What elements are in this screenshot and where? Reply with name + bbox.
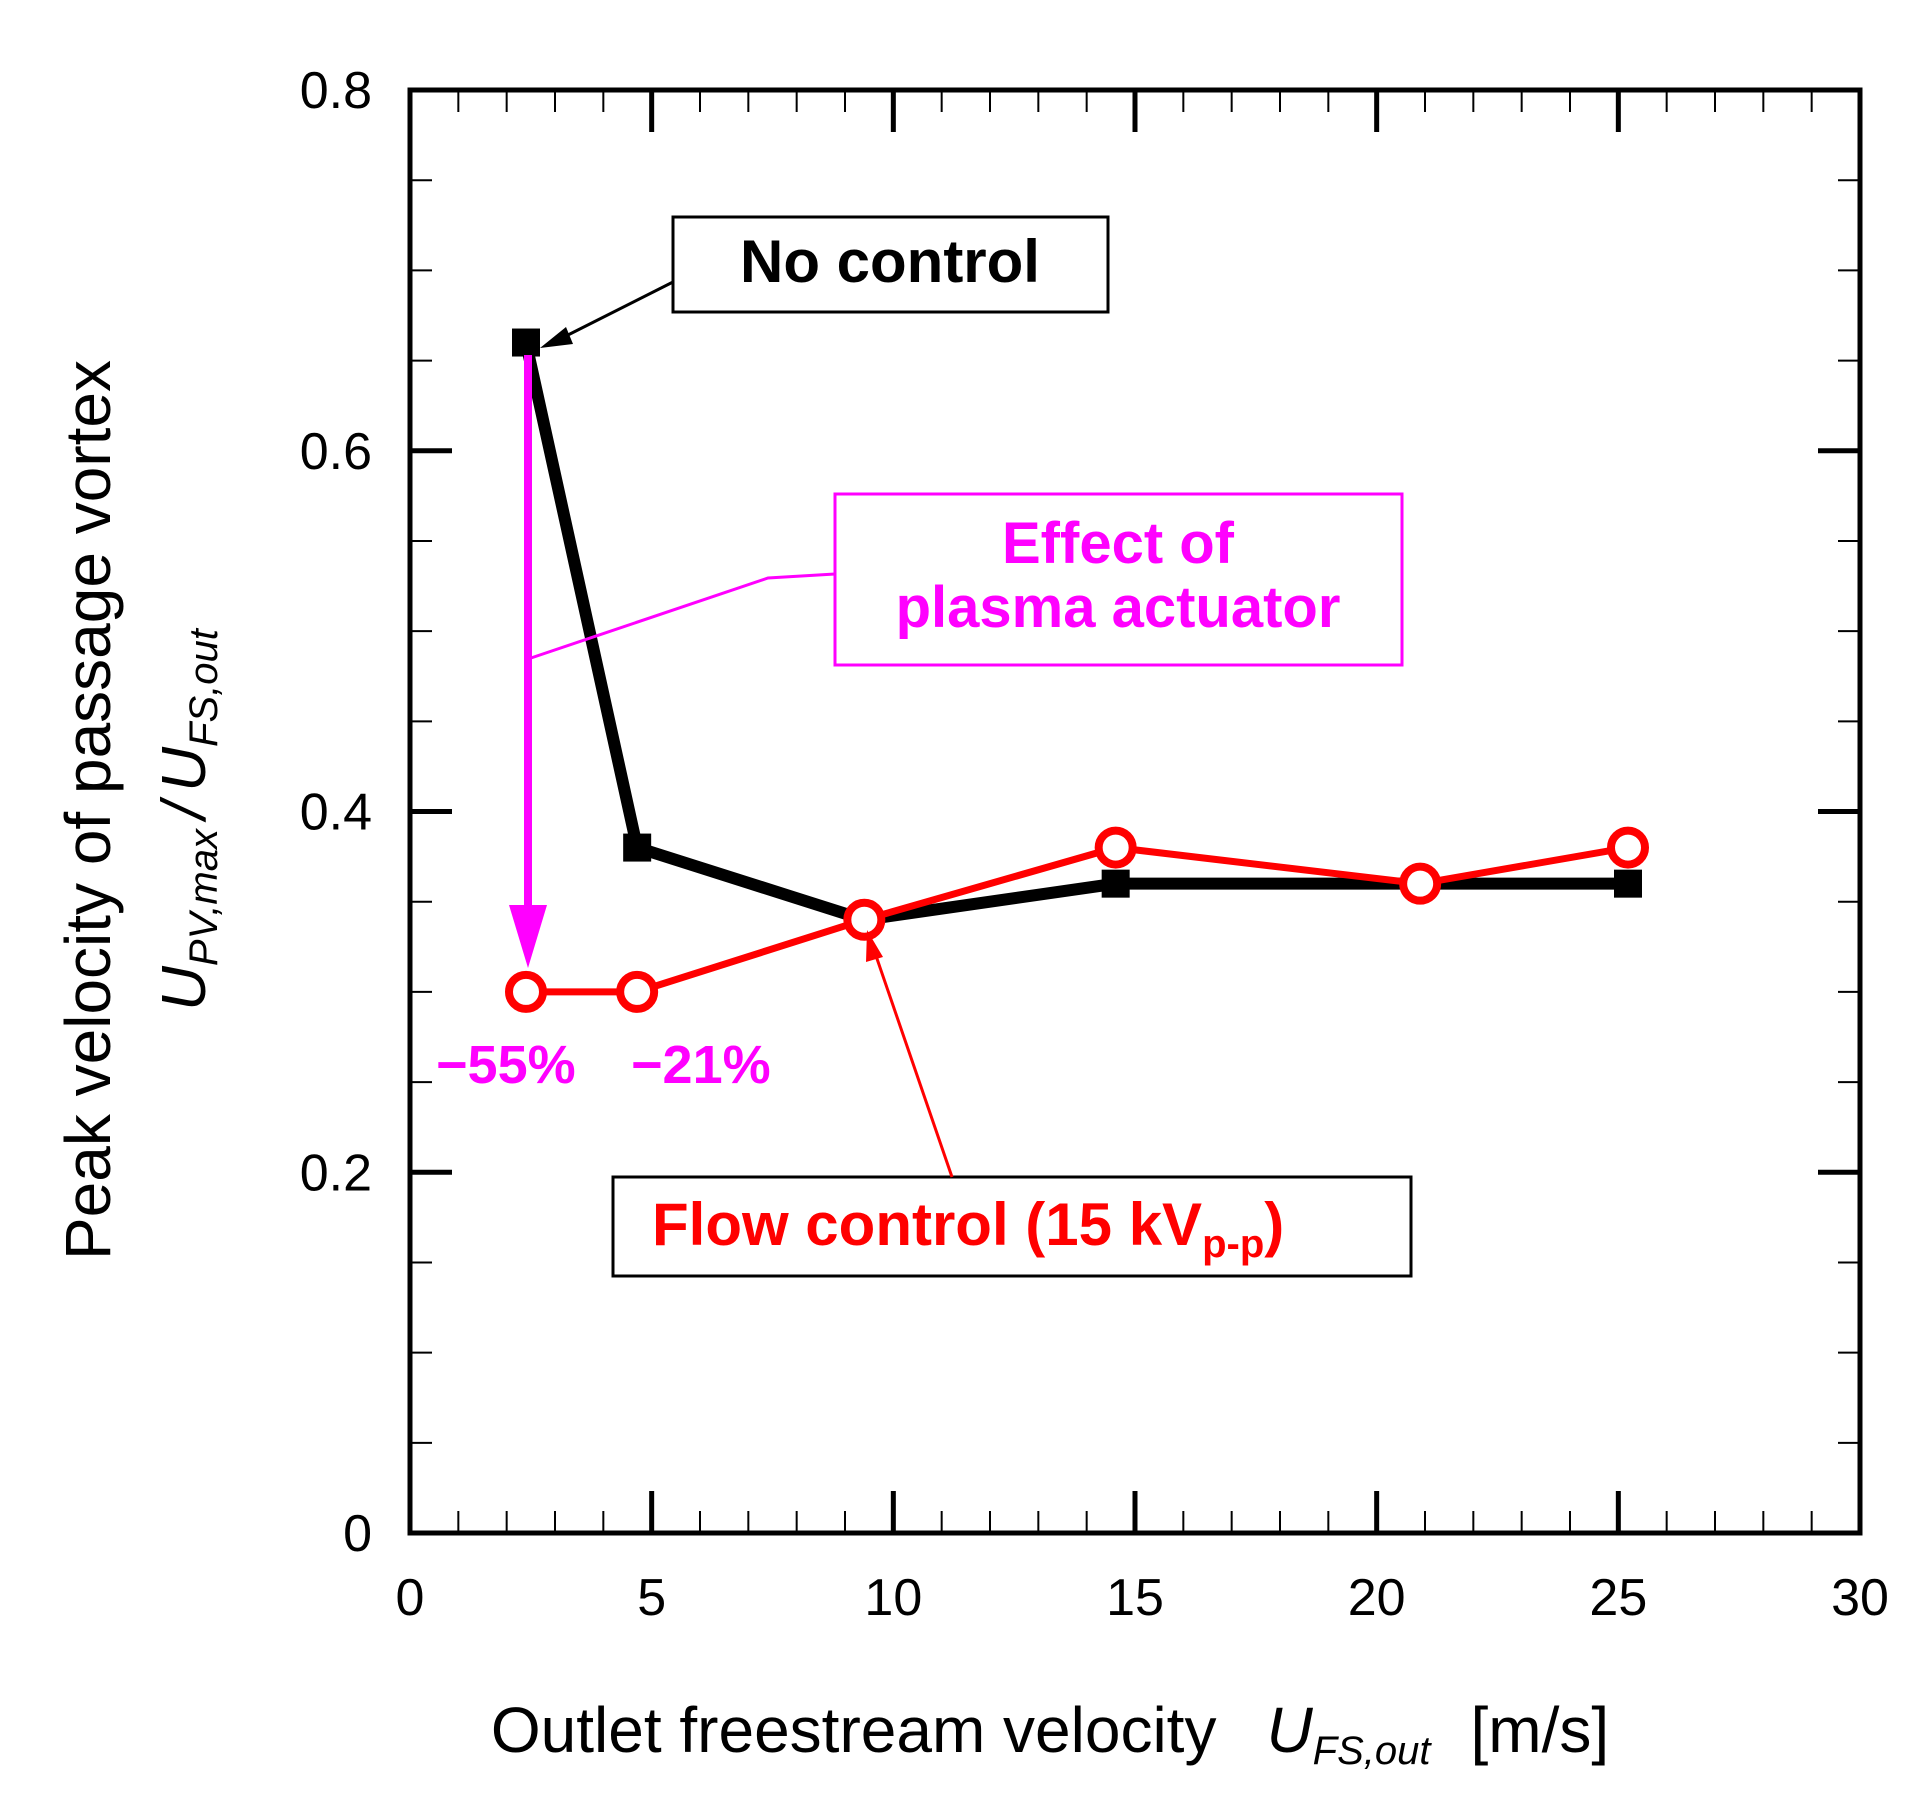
no-control-point (1101, 869, 1130, 898)
x-tick-label: 25 (1589, 1569, 1647, 1627)
y-axis-var2: U (150, 746, 219, 792)
y-axis-sub2: FS,out (182, 627, 226, 747)
no-control-label: No control (740, 228, 1040, 295)
y-axis-sub1: PV,max (182, 827, 226, 966)
x-tick-label: 15 (1106, 1569, 1164, 1627)
x-tick-label: 20 (1348, 1569, 1406, 1627)
effect-line2: plasma actuator (896, 575, 1341, 640)
pct-b-label: −21% (631, 1035, 771, 1095)
y-tick-label: 0.4 (300, 784, 372, 842)
no-control-arrow (561, 280, 674, 340)
x-axis-title-unit: [m/s] (1471, 1694, 1610, 1766)
flow-control-point (843, 898, 886, 941)
flow-control-point (1399, 862, 1442, 905)
y-tick-label: 0.8 (300, 62, 372, 120)
effect-arrowhead (509, 905, 547, 968)
flow-control-close: ) (1264, 1191, 1284, 1258)
x-axis-title: Outlet freestream velocity UFS,out [m/s] (491, 1694, 1609, 1773)
pct-a-label: −55% (436, 1035, 576, 1095)
y-tick-label: 0.6 (300, 423, 372, 481)
flow-control-arrowhead (866, 930, 883, 962)
x-tick-label: 5 (637, 1569, 666, 1627)
no-control-point (1614, 869, 1642, 898)
flow-control-sub: p-p (1202, 1222, 1264, 1266)
flow-control-point (505, 970, 547, 1013)
no-control-arrowhead (540, 327, 573, 348)
effect-leader-line (527, 572, 836, 661)
y-tick-label: 0 (343, 1505, 372, 1563)
effect-line1: Effect of (1002, 511, 1235, 576)
y-tick-labels: 0 0.2 0.4 0.6 0.8 (300, 62, 372, 1563)
x-tick-label: 0 (396, 1569, 425, 1627)
x-axis-title-sub: FS,out (1313, 1729, 1433, 1773)
no-control-box (671, 215, 1110, 314)
y-axis-var1: U (150, 965, 219, 1011)
no-control-point (512, 328, 540, 357)
x-tick-labels: 0 5 10 15 20 25 30 (396, 1569, 1889, 1627)
flow-control-label: Flow control (15 kVp-p) (652, 1191, 1284, 1266)
flow-control-arrow (872, 949, 954, 1178)
flow-control-point (1607, 826, 1649, 869)
plot-frame (407, 87, 1863, 1536)
flow-control-point (1094, 826, 1137, 869)
markers-flow-control (505, 826, 1649, 1013)
y-axis-title-line1: Peak velocity of passage vortex (52, 360, 124, 1260)
y-axis-slash: / (150, 796, 219, 823)
flow-control-point (616, 970, 659, 1013)
no-control-point (623, 833, 652, 862)
x-axis-title-var: U (1266, 1694, 1313, 1766)
effect-box (833, 492, 1404, 667)
x-axis-title-prefix: Outlet freestream velocity (491, 1694, 1217, 1766)
y-axis-title-line2: UPV,max/UFS,out (150, 627, 226, 1011)
x-tick-label: 10 (864, 1569, 922, 1627)
x-tick-label: 30 (1831, 1569, 1889, 1627)
flow-control-main: Flow control (15 kV (652, 1191, 1202, 1258)
y-tick-label: 0.2 (300, 1144, 372, 1202)
flow-control-box (611, 1175, 1413, 1278)
